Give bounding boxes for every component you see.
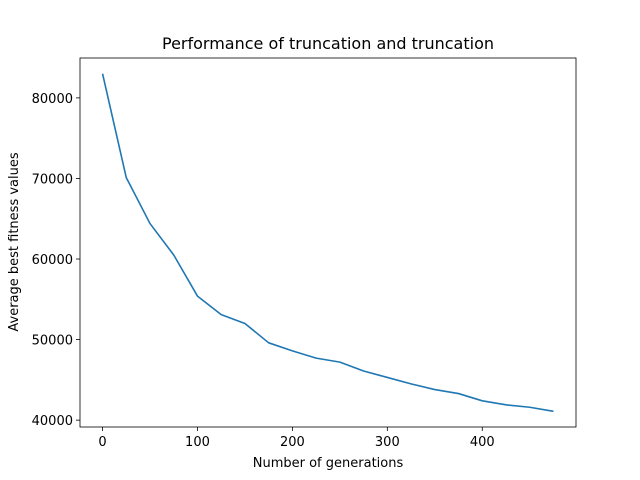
y-axis-label: Average best fitness values: [7, 152, 22, 331]
y-tick-label: 70000: [32, 172, 73, 187]
x-tick-label: 400: [470, 435, 495, 450]
y-tick-label: 80000: [32, 92, 73, 107]
x-tick-label: 100: [185, 435, 210, 450]
x-axis-label: Number of generations: [253, 456, 404, 471]
x-tick-label: 0: [98, 435, 106, 450]
y-tick-label: 40000: [32, 414, 73, 429]
y-tick-label: 60000: [32, 253, 73, 268]
chart-title: Performance of truncation and truncation: [162, 34, 494, 53]
y-tick-label: 50000: [32, 334, 73, 349]
series-line-0: [101, 73, 554, 413]
plot-frame: [79, 57, 577, 428]
x-tick-label: 300: [375, 435, 400, 450]
plot-area: 0 100 200 300 400 40000 50000 60000 70000 80000: [32, 57, 577, 450]
x-tick-label: 200: [280, 435, 305, 450]
